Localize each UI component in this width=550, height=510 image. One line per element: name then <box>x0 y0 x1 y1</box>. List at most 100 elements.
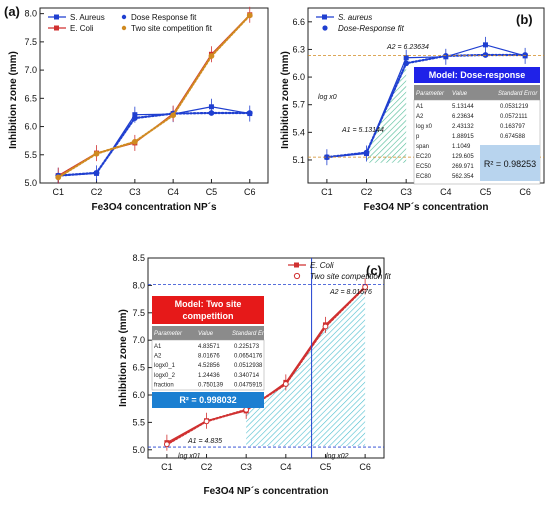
table-cell: 4.83571 <box>198 344 220 350</box>
table-cell: 0.340714 <box>234 373 260 379</box>
table-cell: EC80 <box>416 174 432 180</box>
annotation-a2-c: A2 = 8.01676 <box>329 289 372 296</box>
table-cell: logx0_2 <box>154 373 176 379</box>
y-tick-label-a: 6.5 <box>24 93 37 103</box>
table-cell: EC50 <box>416 164 432 170</box>
param-table-c: Model: Two site competition Parameter Va… <box>151 296 272 408</box>
panel-c: (c) Inhibition zone (mm) C1 C2 C3 C4 C5 C6 5.0… <box>118 253 392 497</box>
x-axis-label-a: Fe3O4 concentration NP´s <box>91 202 216 213</box>
x-tick-label-a: C3 <box>129 187 141 197</box>
point-b-1-3 <box>442 52 449 59</box>
x-tick-label-a: C6 <box>244 187 256 197</box>
table-cell: 0.750139 <box>198 382 224 388</box>
param-table-b: Model: Dose-response Parameter Value Sta… <box>413 67 541 185</box>
table-rows-b: A1 5.13144 0.0531219 A2 6.23634 0.0572111 log … <box>416 104 529 180</box>
table-cell: 5.13144 <box>452 104 474 110</box>
plot-frame-a <box>39 7 269 184</box>
point-c-1-1 <box>203 418 210 425</box>
point-a-2-2 <box>131 115 138 121</box>
legend-c: E. Coli Two site competition fit <box>288 261 392 281</box>
y-tick-label-a: 6.0 <box>24 122 37 132</box>
r2-value-b: R² = 0.98253 <box>484 159 536 169</box>
table-cell: EC20 <box>416 154 432 160</box>
y-tick-label-b: 6.3 <box>292 44 305 54</box>
r2-value-c: R² = 0.998032 <box>179 395 236 405</box>
y-tick-label-b: 6.0 <box>292 72 305 82</box>
x-tick-label-c: C4 <box>280 462 292 472</box>
point-c-1-2 <box>243 406 250 413</box>
table-cell: 0.0572111 <box>500 114 528 120</box>
table-cell: 0.163797 <box>500 124 526 130</box>
table-cell: 1.88915 <box>452 134 474 140</box>
point-a-2-1 <box>93 169 100 176</box>
series-line-a-1 <box>57 14 251 177</box>
table-cell: 0.0512938 <box>234 363 263 369</box>
y-tick-label-c: 5.0 <box>132 445 145 455</box>
series-line-c-1 <box>165 285 367 446</box>
panel-c-label: (c) <box>366 263 382 278</box>
r2-box-b <box>480 145 540 181</box>
y-tick-label-a: 5.0 <box>24 178 37 188</box>
x-tick-label-c: C6 <box>359 462 371 472</box>
point-b-1-2 <box>403 60 410 67</box>
y-tick-label-a: 8.0 <box>24 9 37 19</box>
point-c-1-3 <box>282 381 289 387</box>
table-cell: log x0 <box>416 124 433 130</box>
y-tick-label-c: 6.5 <box>132 363 145 373</box>
point-a-3-3 <box>170 112 177 119</box>
point-a-0-2 <box>132 112 138 118</box>
legend-a: S. Aureus E. Coli Dose Response fit Two … <box>48 13 213 33</box>
table-header-param-b: Parameter <box>416 91 445 97</box>
annotation-logx02-c: log x02 <box>326 453 349 460</box>
table-cell: 0.225173 <box>234 344 260 350</box>
x-tick-label-c: C1 <box>161 462 173 472</box>
table-header-value-c: Value <box>198 331 214 337</box>
table-header-param-c: Parameter <box>154 331 183 337</box>
table-header-value-b: Value <box>452 91 468 97</box>
tick-layer-c: C1 C2 C3 C4 C5 C6 5.0 5.5 6.0 6.5 7.0 7.5 8.0 8.5 <box>132 253 370 472</box>
table-cell: 0.0475915 <box>234 382 263 388</box>
y-tick-label-c: 5.5 <box>132 417 145 427</box>
table-title-b: Model: Dose-response <box>429 70 526 80</box>
point-a-3-2 <box>131 138 138 145</box>
table-cell: 0.0531219 <box>500 104 529 110</box>
point-c-1-0 <box>163 441 170 448</box>
y-tick-label-c: 8.0 <box>132 280 145 290</box>
table-cell: 562.354 <box>452 174 474 180</box>
table-cell: 4.52856 <box>198 363 220 369</box>
table-cell: A1 <box>416 104 424 110</box>
annotation-logx0-b: log x0 <box>318 94 337 101</box>
tick-layer-b: C1 C2 C3 C4 C5 C6 5.1 5.4 5.7 6.0 6.3 6.6 <box>292 17 530 197</box>
y-tick-label-c: 6.0 <box>132 390 145 400</box>
y-tick-label-b: 5.1 <box>292 155 305 165</box>
x-tick-label-c: C2 <box>201 462 213 472</box>
fit-area-c <box>246 287 366 446</box>
x-tick-label-b: C2 <box>361 187 373 197</box>
table-cell: span <box>416 144 429 150</box>
x-tick-label-a: C5 <box>206 187 218 197</box>
table-cell: 129.605 <box>452 154 474 160</box>
table-cell: logx0_1 <box>154 363 176 369</box>
x-tick-label-c: C3 <box>240 462 252 472</box>
table-cell: 0.0654176 <box>234 354 263 360</box>
x-axis-label-b: Fe3O4 NP´s concentration <box>363 202 488 213</box>
tick-layer-a: C1 C2 C3 C4 C5 C6 5.0 5.5 6.0 6.5 7.0 7.5 8.0 <box>24 9 255 197</box>
x-tick-label-b: C4 <box>440 187 452 197</box>
x-tick-label-a: C1 <box>52 187 64 197</box>
point-b-1-1 <box>363 149 370 156</box>
table-cell: A2 <box>154 354 162 360</box>
x-tick-label-a: C2 <box>91 187 103 197</box>
table-header-error-c: Standard Error <box>232 331 272 337</box>
mark-layer-a <box>55 6 253 184</box>
table-cell: A2 <box>416 114 424 120</box>
annotation-a1-b: A1 = 5.13144 <box>341 127 384 134</box>
x-tick-label-a: C4 <box>167 187 179 197</box>
point-a-3-1 <box>93 150 100 157</box>
x-tick-label-b: C6 <box>519 187 531 197</box>
legend-item-two-site-fit-c: Two site competition fit <box>310 272 392 281</box>
table-cell: 0.674588 <box>500 134 526 140</box>
legend-item-e-coli: E. Coli <box>70 24 94 33</box>
x-tick-label-b: C1 <box>321 187 333 197</box>
y-axis-label-a: Inhibition zone (mm) <box>8 51 19 149</box>
y-tick-label-c: 7.0 <box>132 335 145 345</box>
